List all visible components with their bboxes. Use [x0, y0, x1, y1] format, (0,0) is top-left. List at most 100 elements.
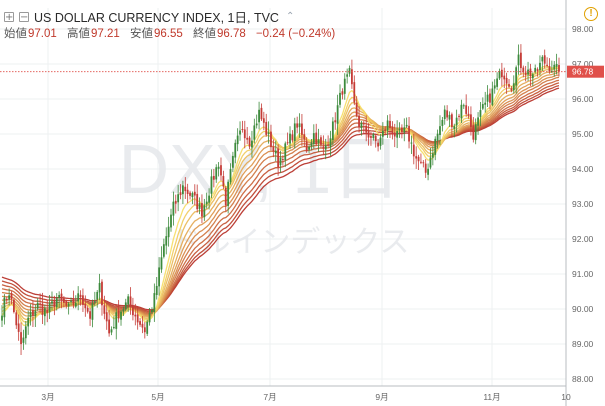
symbol-title[interactable]: US DOLLAR CURRENCY INDEX, 1日, TVC	[34, 11, 279, 25]
candle-body	[520, 52, 522, 69]
candle-body	[498, 70, 501, 79]
candle-body	[189, 192, 191, 196]
candle-body	[553, 64, 556, 70]
candle-body	[101, 281, 103, 306]
candle-body	[262, 118, 265, 123]
candle-body	[493, 85, 496, 89]
candle-body	[279, 157, 282, 166]
candle-body	[524, 72, 527, 75]
candle-body	[8, 295, 11, 300]
candle-body	[24, 326, 27, 339]
candle-body	[458, 115, 460, 117]
candle-body	[196, 193, 199, 210]
candle-body	[70, 300, 72, 302]
candle-body	[398, 129, 401, 131]
candle-body	[491, 88, 494, 105]
candle-body	[129, 296, 132, 307]
candle-body	[205, 201, 208, 205]
candle-body	[410, 142, 413, 144]
candle-body	[55, 298, 58, 308]
candle-body	[272, 146, 275, 152]
candle-body	[10, 293, 13, 299]
collapse-icon[interactable]: −	[19, 11, 29, 23]
candlesticks	[1, 44, 560, 355]
candle-body	[455, 117, 458, 126]
alert-icon[interactable]: !	[584, 7, 598, 21]
candle-body	[258, 109, 260, 123]
x-tick-label: 10	[561, 392, 571, 402]
candle-body	[151, 309, 153, 313]
candle-body	[298, 123, 301, 128]
candle-body	[239, 130, 241, 135]
candle-body	[41, 303, 44, 315]
candle-body	[115, 312, 118, 329]
candle-body	[174, 200, 177, 204]
candle-body	[281, 159, 284, 161]
candle-body	[286, 142, 289, 144]
candle-body	[334, 120, 337, 123]
expand-icon[interactable]: +	[4, 11, 14, 23]
candle-body	[139, 321, 141, 325]
candle-body	[265, 121, 268, 135]
candle-body	[124, 302, 127, 310]
candle-body	[251, 140, 253, 148]
candle-body	[120, 311, 122, 320]
candle-body	[448, 114, 451, 120]
chevron-up-icon[interactable]: ⌃	[285, 11, 295, 22]
x-tick-label: 5月	[151, 392, 164, 402]
open-value: 97.01	[28, 28, 57, 40]
y-tick-label: 93.00	[572, 199, 594, 209]
candle-body	[500, 69, 503, 78]
candle-body	[241, 128, 244, 130]
candle-body	[32, 310, 34, 316]
candle-body	[103, 305, 106, 314]
candle-body	[479, 110, 482, 117]
last-price-badge	[567, 65, 604, 78]
candle-body	[453, 126, 456, 129]
candle-body	[315, 132, 318, 145]
open-label: 始値	[4, 28, 27, 40]
candle-body	[193, 191, 196, 196]
candle-body	[396, 131, 399, 138]
candle-body	[534, 67, 537, 73]
candle-body	[170, 214, 172, 228]
high-value: 97.21	[90, 28, 120, 40]
y-tick-label: 90.00	[572, 304, 594, 314]
candle-body	[365, 125, 368, 133]
candle-body	[141, 323, 144, 328]
x-tick-label: 7月	[263, 392, 276, 402]
candle-body	[82, 295, 84, 305]
candle-body	[48, 303, 51, 313]
candle-body	[403, 127, 406, 133]
watermark-name: ドルインデックス	[170, 225, 409, 260]
candle-body	[529, 68, 532, 77]
candle-body	[296, 123, 299, 128]
candle-body	[381, 130, 384, 137]
candle-body	[539, 62, 541, 71]
watermark: DXY, 1日 ドルインデックス	[119, 130, 410, 260]
candle-body	[267, 132, 270, 134]
change-value: −0.24 (−0.24%)	[255, 28, 336, 40]
candle-body	[417, 156, 420, 162]
candle-body	[360, 123, 363, 129]
candle-body	[208, 195, 210, 203]
candle-body	[489, 93, 491, 103]
candle-body	[477, 117, 479, 126]
x-tick-label: 11月	[483, 392, 500, 402]
candle-body	[289, 133, 291, 144]
low-label: 安値	[129, 28, 153, 40]
candle-body	[53, 299, 56, 308]
candle-body	[484, 102, 487, 105]
candle-body	[246, 137, 249, 140]
chart-grid	[0, 8, 566, 386]
candle-body	[324, 145, 327, 150]
candle-body	[112, 327, 115, 329]
candle-body	[29, 311, 32, 317]
candle-body	[510, 88, 513, 91]
candle-body	[160, 257, 163, 270]
candle-body	[34, 310, 37, 317]
candle-body	[179, 192, 182, 196]
candle-body	[51, 301, 53, 304]
candle-body	[320, 137, 322, 145]
